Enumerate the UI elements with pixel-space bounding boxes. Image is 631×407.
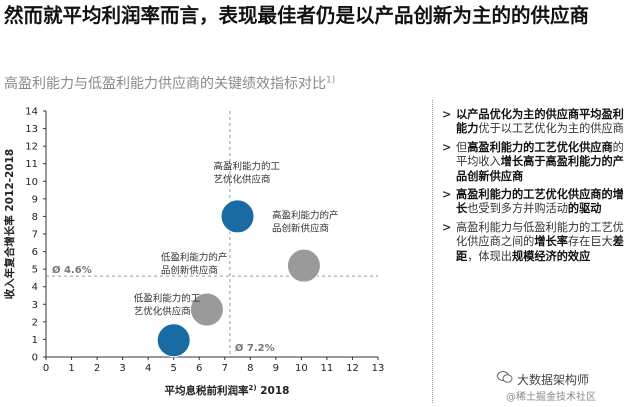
data-point-product	[189, 292, 224, 327]
data-point-process	[156, 323, 191, 358]
data-point-label: 高盈利能力的工	[214, 160, 281, 172]
finding-item: 高盈利能力与低盈利能力的工艺优化供应商之间的增长率存在巨大差距，体现出规模经济的…	[442, 221, 630, 264]
y-average-label: Ø 4.6%	[52, 264, 92, 276]
finding-text: 也受到多方并购活动	[467, 202, 568, 216]
y-tick-label: 8	[32, 212, 38, 223]
x-tick-label: 12	[346, 363, 359, 374]
watermark-title: 大数据架构师	[517, 373, 590, 387]
data-point-label: 艺优化供应商	[214, 173, 271, 185]
y-tick-label: 1	[32, 335, 38, 346]
finding-emphasis: 增长高于高盈利能力的产品创新供应商	[456, 155, 624, 183]
column-divider	[432, 100, 433, 403]
finding-text: 的平均收入	[456, 140, 624, 169]
x-axis-footnote: 2)	[249, 384, 257, 392]
key-findings-list: 以产品优化为主的供应商平均盈利能力优于以工艺优化为主的供应商但高盈利能力的工艺优…	[442, 108, 630, 268]
finding-text: 存在巨大	[567, 235, 613, 249]
x-axis-year: 2018	[257, 385, 290, 397]
finding-text: 但	[456, 140, 468, 154]
x-tick-label: 10	[295, 363, 308, 374]
subtitle-footnote: 1)	[326, 75, 336, 86]
finding-emphasis: 高盈利能力的工艺优化供应商	[467, 140, 613, 154]
y-tick-label: 11	[25, 159, 38, 170]
x-tick-label: 11	[321, 363, 334, 374]
wechat-icon	[497, 371, 513, 383]
finding-item: 但高盈利能力的工艺优化供应商的平均收入增长高于高盈利能力的产品创新供应商	[442, 141, 630, 184]
x-tick-label: 5	[171, 363, 177, 374]
x-tick-label: 0	[43, 363, 49, 374]
chart-subtitle: 高盈利能力与低盈利能力供应商的关键绩效指标对比1)	[4, 73, 335, 93]
y-tick-label: 3	[32, 300, 38, 311]
x-axis-title: 平均息税前利润率2) 2018	[165, 384, 290, 397]
x-tick-label: 8	[247, 363, 253, 374]
finding-emphasis: 高盈利能力的工艺优化供应商的增长	[456, 188, 624, 216]
y-tick-label: 14	[25, 107, 38, 118]
x-axis-title-text: 平均息税前利润率	[165, 384, 249, 397]
y-tick-label: 0	[32, 353, 38, 364]
finding-text: 优于以工艺优化为主的供应商	[478, 122, 624, 136]
y-tick-label: 9	[32, 194, 38, 205]
data-point-label: 低盈利能力的产	[161, 252, 228, 264]
data-point-label: 高盈利能力的产	[272, 210, 339, 222]
finding-emphasis: 以产品优化为主的供应商平均盈利能力	[456, 108, 624, 136]
y-tick-label: 2	[32, 317, 38, 328]
x-tick-label: 6	[196, 363, 202, 374]
x-tick-label: 7	[222, 363, 228, 374]
finding-emphasis: 的驱动	[567, 202, 602, 216]
y-axis-title: 收入年复合增长率 2012-2018	[3, 149, 16, 299]
data-point-product	[286, 248, 321, 283]
y-tick-label: 6	[32, 247, 38, 258]
data-point-process	[220, 199, 255, 234]
x-tick-label: 3	[119, 363, 125, 374]
data-point-label: 品创新供应商	[161, 265, 218, 277]
y-tick-label: 5	[32, 265, 38, 276]
scatter-chart: 0 1 2 3 4 5 6 7 8 9 10 11 12 1301234567891011121314Ø …	[3, 107, 385, 398]
x-tick-label: 2	[94, 363, 100, 374]
subtitle-text: 高盈利能力与低盈利能力供应商的关键绩效指标对比	[4, 76, 326, 92]
x-average-label: Ø 7.2%	[235, 342, 275, 354]
finding-item: 以产品优化为主的供应商平均盈利能力优于以工艺优化为主的供应商	[442, 108, 630, 137]
data-point-label: 艺优化供应商	[134, 305, 191, 317]
y-tick-label: 12	[25, 142, 38, 153]
x-tick-label: 4	[145, 363, 151, 374]
y-tick-label: 4	[32, 282, 38, 293]
finding-text: ，体现出	[467, 249, 512, 263]
y-tick-label: 7	[32, 230, 38, 241]
finding-emphasis: 增长率	[534, 235, 568, 249]
finding-item: 高盈利能力的工艺优化供应商的增长也受到多方并购活动的驱动	[442, 188, 630, 217]
data-point-label: 低盈利能力的工	[134, 292, 201, 304]
data-point-label: 品创新供应商	[272, 223, 329, 235]
y-tick-label: 13	[25, 124, 38, 135]
watermark-source: @稀土掘金技术社区	[506, 392, 596, 403]
y-tick-label: 10	[25, 177, 38, 188]
x-tick-label: 13	[372, 363, 385, 374]
x-tick-label: 9	[273, 363, 279, 374]
finding-emphasis: 差距	[456, 235, 624, 263]
finding-emphasis: 规模经济的效应	[511, 249, 591, 263]
page-title: 然而就平均利润率而言，表现最佳者仍是以产品创新为主的的供应商	[4, 4, 590, 27]
finding-text: 高盈利能力与低盈利能力的工艺优化供应商之间的	[456, 220, 624, 249]
x-tick-label: 1	[68, 363, 74, 374]
